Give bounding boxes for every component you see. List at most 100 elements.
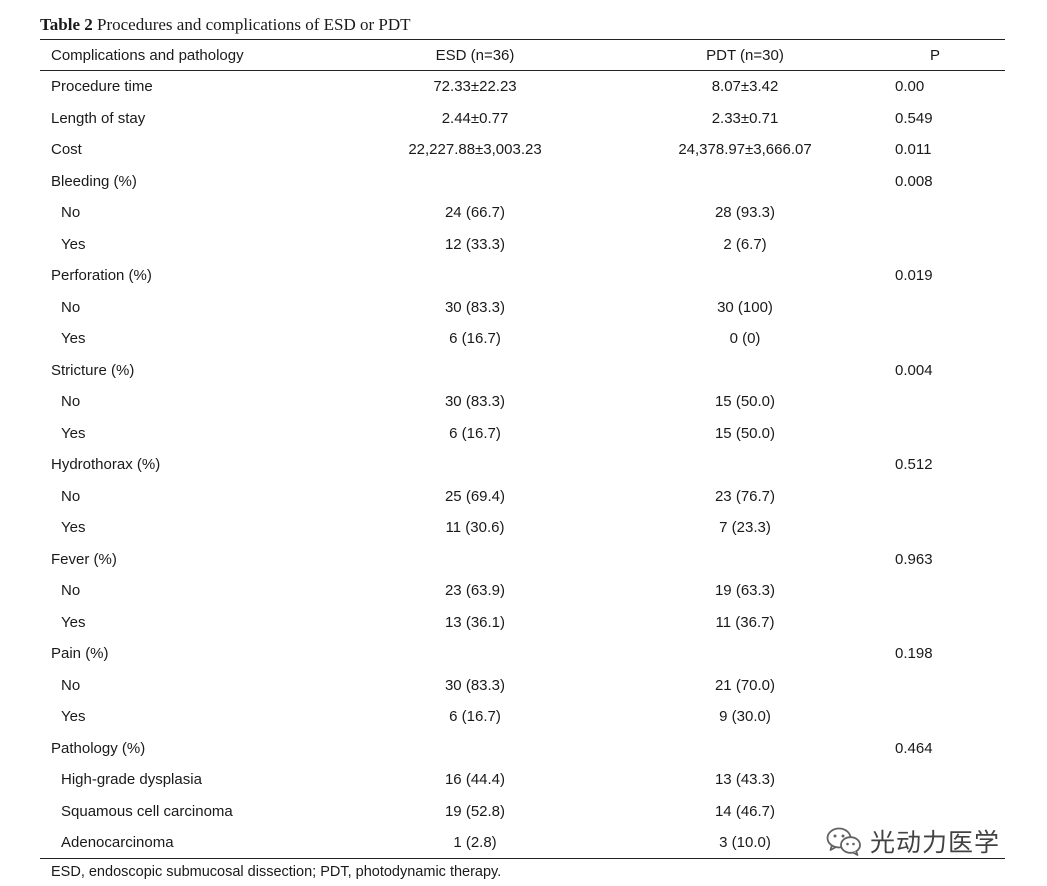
cell-esd xyxy=(325,166,625,198)
table-label: Table 2 xyxy=(40,15,93,34)
cell-esd: 16 (44.4) xyxy=(444,771,506,789)
cell-esd xyxy=(325,733,625,765)
cell-esd: 2.44±0.77 xyxy=(441,109,509,127)
cell-p xyxy=(865,229,1005,261)
cell-p xyxy=(865,481,1005,513)
table-row: No 30 (83.3) 15 (50.0) xyxy=(40,386,1005,418)
cell-p: 0.019 xyxy=(895,267,933,285)
table-row: Pain (%) 0.198 xyxy=(40,638,1005,670)
cell-item: Yes xyxy=(61,424,86,442)
cell-item: No xyxy=(61,298,81,316)
table-row: Yes 13 (36.1) 11 (36.7) xyxy=(40,607,1005,639)
cell-item: Yes xyxy=(61,235,86,253)
cell-pdt xyxy=(625,544,865,576)
cell-esd: 30 (83.3) xyxy=(444,676,506,694)
cell-esd: 6 (16.7) xyxy=(449,330,501,348)
table-body: Procedure time 72.33±22.23 8.07±3.42 0.00 Le… xyxy=(40,70,1005,859)
cell-esd xyxy=(325,355,625,387)
cell-pdt: 21 (70.0) xyxy=(714,676,776,694)
cell-pdt: 24,378.97±3,666.07 xyxy=(678,141,812,159)
cell-item: Stricture (%) xyxy=(51,361,135,379)
table-row: Yes 12 (33.3) 2 (6.7) xyxy=(40,229,1005,261)
cell-p xyxy=(865,670,1005,702)
cell-p: 0.512 xyxy=(895,456,933,474)
cell-esd: 13 (36.1) xyxy=(444,613,506,631)
cell-item: No xyxy=(61,393,81,411)
cell-p xyxy=(865,764,1005,796)
table-row: No 23 (63.9) 19 (63.3) xyxy=(40,575,1005,607)
cell-esd: 6 (16.7) xyxy=(449,424,501,442)
cell-p: 0.008 xyxy=(895,172,933,190)
cell-pdt xyxy=(625,260,865,292)
cell-pdt: 11 (36.7) xyxy=(715,613,775,631)
table-top-rule xyxy=(40,39,1005,40)
cell-esd: 30 (83.3) xyxy=(444,393,506,411)
cell-pdt: 30 (100) xyxy=(717,298,773,316)
column-header-esd: ESD (n=36) xyxy=(435,46,515,64)
cell-item: Yes xyxy=(61,613,86,631)
cell-item: Perforation (%) xyxy=(51,267,152,285)
table-row: Yes 11 (30.6) 7 (23.3) xyxy=(40,512,1005,544)
table-row: Yes 6 (16.7) 15 (50.0) xyxy=(40,418,1005,450)
table-row: High-grade dysplasia 16 (44.4) 13 (43.3) xyxy=(40,764,1005,796)
cell-item: No xyxy=(61,676,81,694)
cell-item: Cost xyxy=(51,141,82,159)
cell-esd: 12 (33.3) xyxy=(444,235,506,253)
cell-p: 0.004 xyxy=(895,361,933,379)
cell-item: Yes xyxy=(61,519,86,537)
cell-p xyxy=(865,197,1005,229)
cell-item: Pathology (%) xyxy=(51,739,146,757)
cell-esd: 30 (83.3) xyxy=(444,298,506,316)
cell-item: No xyxy=(61,204,81,222)
cell-pdt xyxy=(625,449,865,481)
cell-item: High-grade dysplasia xyxy=(61,771,202,789)
cell-esd: 11 (30.6) xyxy=(445,519,505,537)
cell-esd xyxy=(325,638,625,670)
column-header-p: P xyxy=(929,46,940,64)
cell-p xyxy=(865,386,1005,418)
table-row: Squamous cell carcinoma 19 (52.8) 14 (46.7… xyxy=(40,796,1005,828)
cell-p: 0.198 xyxy=(895,645,933,663)
cell-p xyxy=(865,512,1005,544)
cell-item: Length of stay xyxy=(51,109,146,127)
cell-item: Fever (%) xyxy=(51,550,117,568)
cell-p xyxy=(865,575,1005,607)
cell-pdt xyxy=(625,733,865,765)
cell-pdt: 15 (50.0) xyxy=(714,424,776,442)
cell-pdt: 2.33±0.71 xyxy=(711,109,779,127)
cell-item: Adenocarcinoma xyxy=(61,834,174,852)
cell-pdt xyxy=(625,638,865,670)
column-header-pdt: PDT (n=30) xyxy=(706,46,784,64)
table-row: No 25 (69.4) 23 (76.7) xyxy=(40,481,1005,513)
cell-esd: 6 (16.7) xyxy=(449,708,501,726)
table-footnote: ESD, endoscopic submucosal dissection; P… xyxy=(51,864,502,880)
header-row: Complications and pathology ESD (n=36) P… xyxy=(40,40,1005,70)
cell-p: 0.963 xyxy=(895,550,933,568)
table-row: Yes 6 (16.7) 0 (0) xyxy=(40,323,1005,355)
cell-p xyxy=(865,418,1005,450)
cell-esd: 22,227.88±3,003.23 xyxy=(408,141,542,159)
cell-esd: 72.33±22.23 xyxy=(433,78,517,96)
table-row: Stricture (%) 0.004 xyxy=(40,355,1005,387)
cell-pdt: 15 (50.0) xyxy=(714,393,776,411)
cell-item: Hydrothorax (%) xyxy=(51,456,161,474)
table-row: No 30 (83.3) 21 (70.0) xyxy=(40,670,1005,702)
cell-pdt xyxy=(625,166,865,198)
cell-esd: 23 (63.9) xyxy=(444,582,506,600)
cell-item: Bleeding (%) xyxy=(51,172,137,190)
cell-item: Procedure time xyxy=(51,78,153,96)
table-row: Hydrothorax (%) 0.512 xyxy=(40,449,1005,481)
cell-p: 0.011 xyxy=(895,141,932,159)
cell-pdt: 7 (23.3) xyxy=(719,519,771,537)
cell-pdt xyxy=(625,355,865,387)
table-row: No 30 (83.3) 30 (100) xyxy=(40,292,1005,324)
cell-esd xyxy=(325,449,625,481)
table-row: No 24 (66.7) 28 (93.3) xyxy=(40,197,1005,229)
cell-item: Squamous cell carcinoma xyxy=(61,802,233,820)
cell-p xyxy=(865,323,1005,355)
watermark-text: 光动力医学 xyxy=(870,828,1001,857)
cell-pdt: 8.07±3.42 xyxy=(711,78,779,96)
cell-pdt: 2 (6.7) xyxy=(723,235,767,253)
data-table: Complications and pathology ESD (n=36) P… xyxy=(40,40,1005,859)
cell-esd: 1 (2.8) xyxy=(453,834,497,852)
